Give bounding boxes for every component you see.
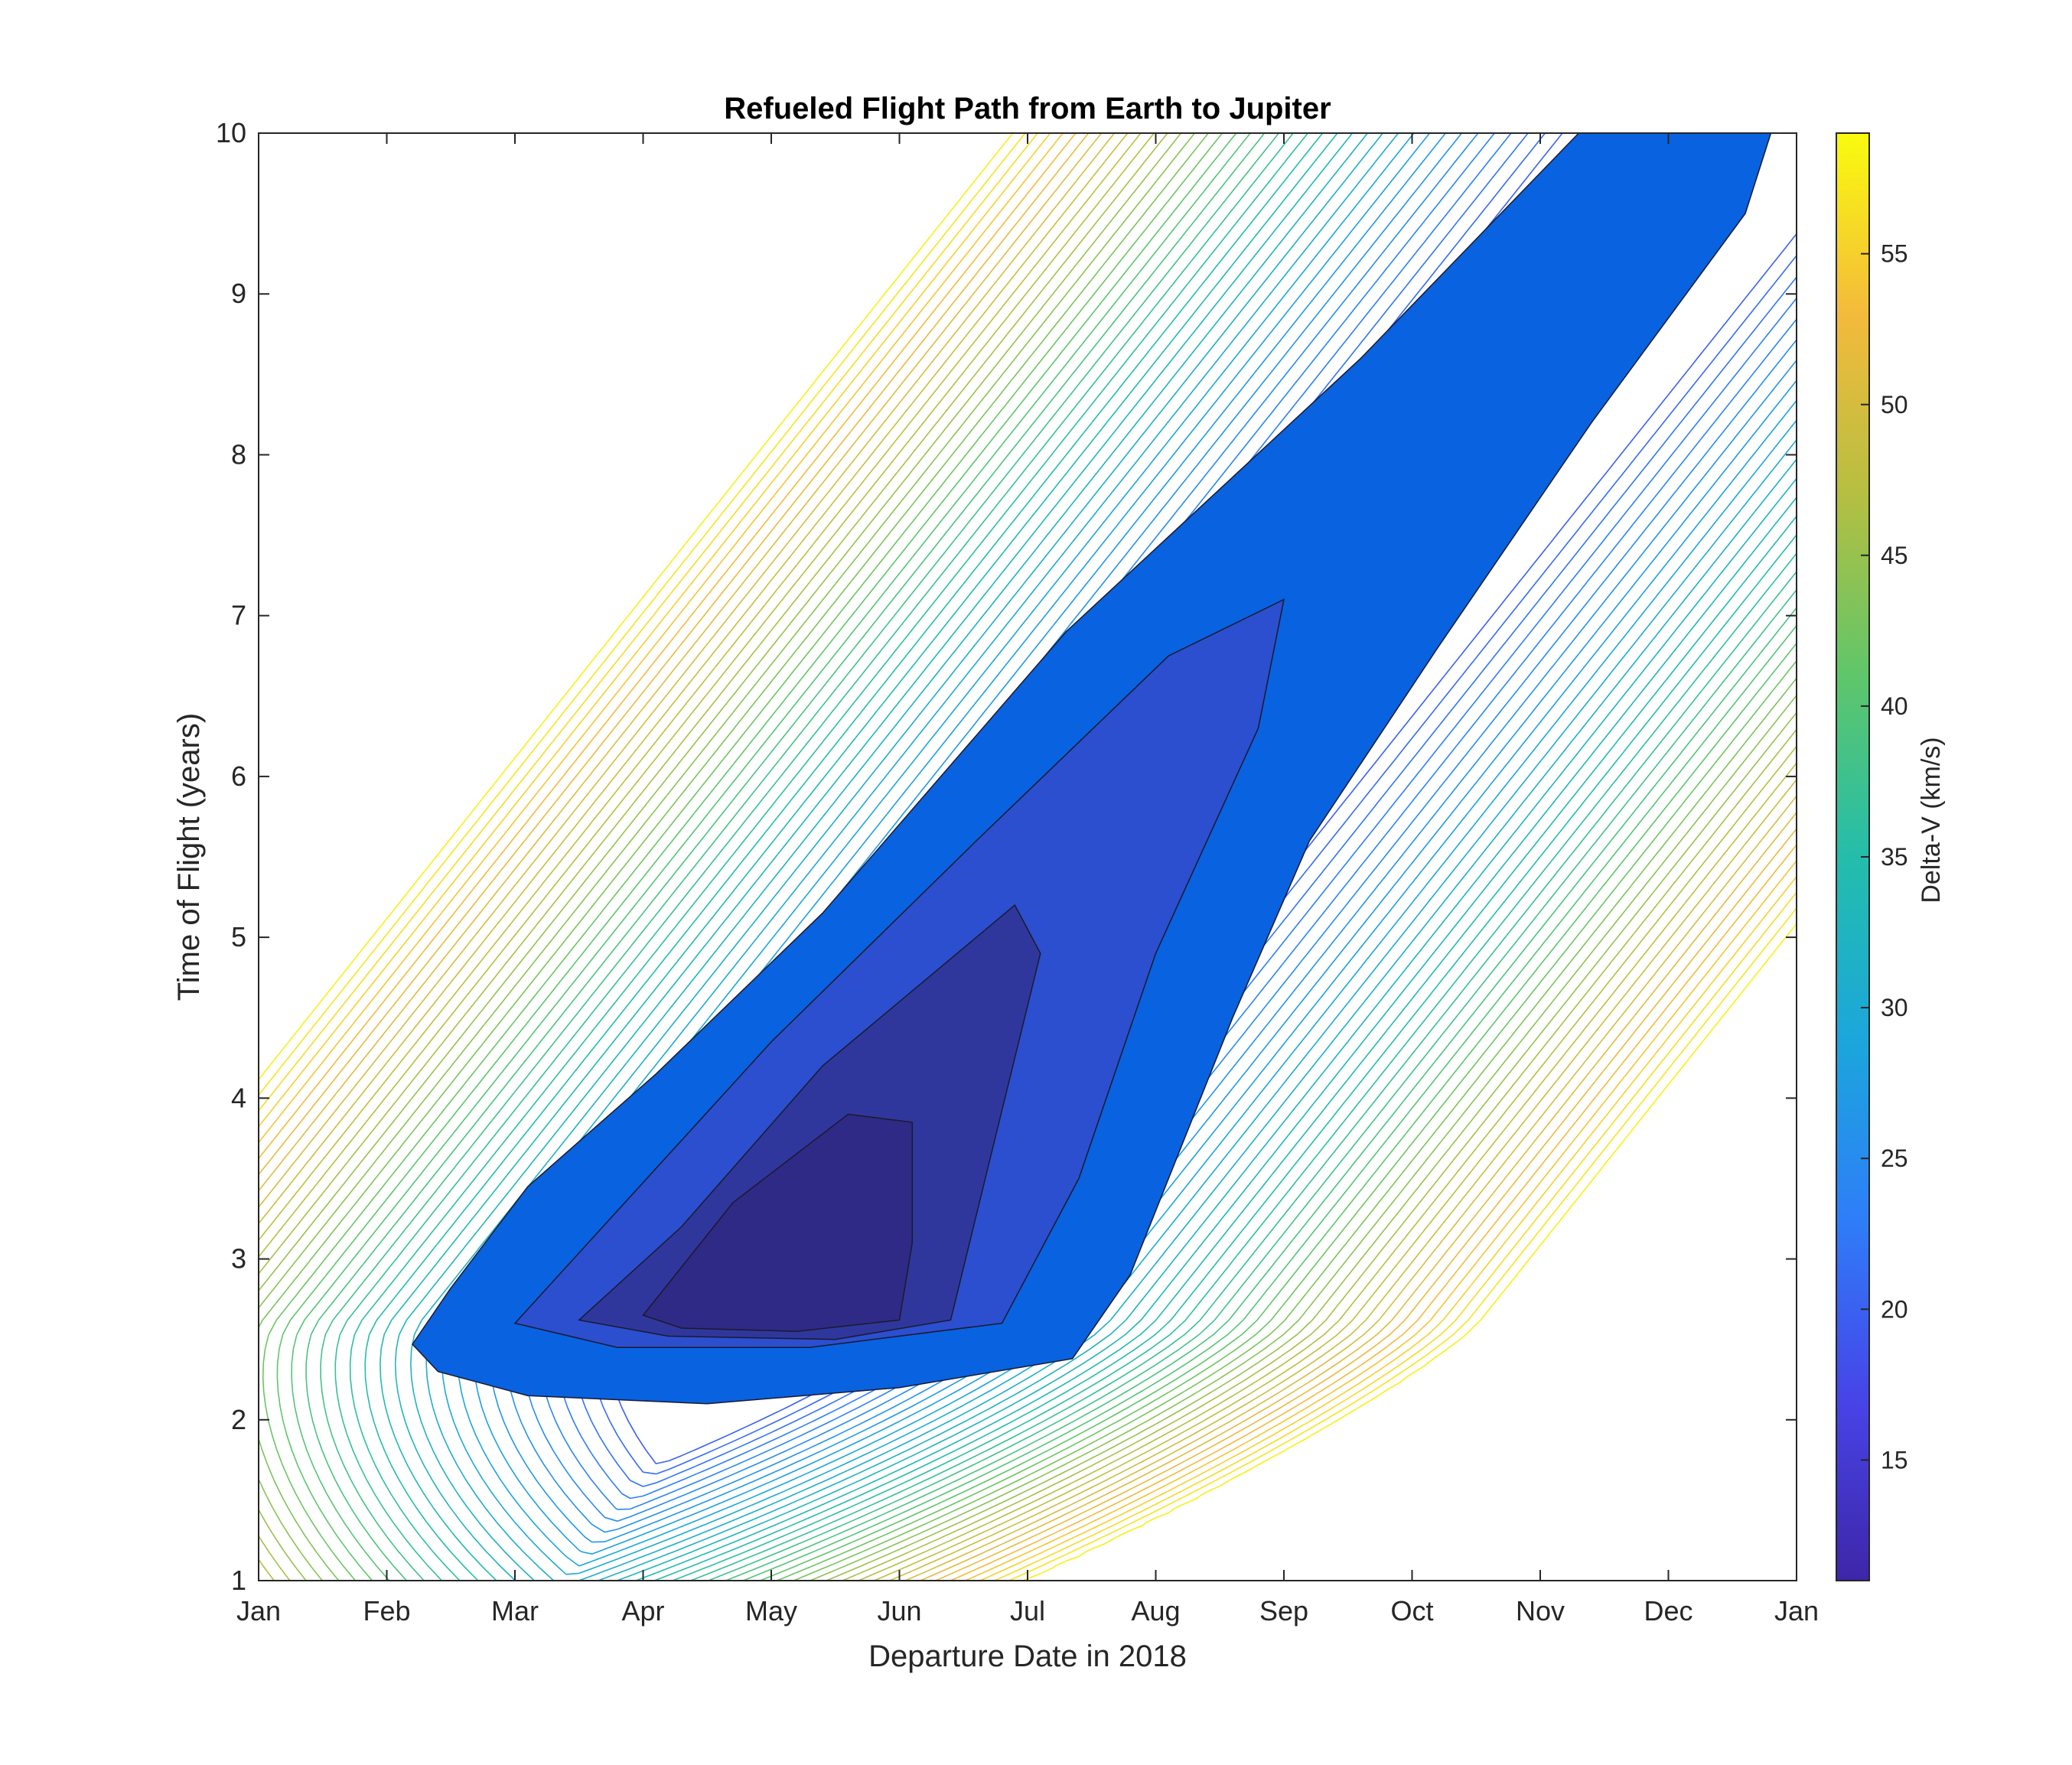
contour-line [259,133,1797,1581]
x-tick-label: Aug [1131,1595,1180,1627]
filled-contour-layer [412,133,1772,1405]
contour-line [305,133,1797,1581]
colorbar-tick-label: 40 [1881,692,1908,720]
colorbar: 15 20 25 30 35 40 45 50 55 Delta-V (km/s) [1836,132,1946,1581]
contour-line [259,133,1797,1581]
contour-line [320,133,1797,1581]
y-tick-label: 9 [231,278,246,309]
x-tick-label: Jul [1010,1595,1045,1627]
y-axis: 1 2 3 4 5 6 7 8 9 10 [216,117,1797,1596]
contour-line [380,133,1797,1581]
contour-line [291,133,1797,1581]
contour-line [259,133,1797,1581]
contour-lines-layer [259,133,1797,1581]
contour-line [259,133,1797,1581]
contour-line [259,133,1797,1581]
x-tick-label: Mar [491,1595,539,1627]
x-axis: Jan Feb Mar Apr May Jun Jul Aug Sep Oct Nov Dec Jan [236,133,1819,1627]
x-tick-label: Nov [1516,1595,1565,1627]
contour-line [259,133,1797,1581]
filled-region-level-4 [642,1113,914,1332]
filled-region-level-3 [578,904,1041,1340]
x-tick-label: Jan [1774,1595,1819,1627]
x-tick-label: Sep [1259,1595,1308,1627]
chart-title: Refueled Flight Path from Earth to Jupit… [724,92,1331,125]
colorbar-tick-label: 20 [1881,1295,1908,1323]
contour-line [364,133,1797,1581]
contour-line [262,133,1797,1581]
contour-line [394,133,1797,1581]
y-tick-label: 2 [231,1404,246,1435]
contour-line [259,133,1797,1581]
colorbar-ticks: 15 20 25 30 35 40 45 50 55 [1861,240,1908,1474]
y-tick-label: 3 [231,1243,246,1275]
colorbar-tick-label: 25 [1881,1145,1908,1172]
contour-line [259,133,1797,1581]
contour-line [334,133,1797,1581]
contour-line [276,133,1797,1581]
contour-line [259,133,1797,1581]
y-tick-label: 7 [231,600,246,631]
y-axis-label: Time of Flight (years) [172,713,206,1001]
filled-region-level-2 [513,598,1285,1348]
x-tick-label: Feb [363,1595,410,1627]
colorbar-tick-label: 45 [1881,542,1908,569]
x-tick-label: Jun [877,1595,921,1627]
contour-line [259,133,1797,1581]
plot-area [259,133,1797,1581]
colorbar-tick-label: 15 [1881,1446,1908,1474]
colorbar-tick-label: 55 [1881,240,1908,268]
colorbar-tick-label: 35 [1881,843,1908,871]
contour-line [349,133,1797,1581]
x-tick-label: Apr [621,1595,664,1627]
y-tick-label: 5 [231,921,246,953]
contour-line [259,133,1797,1581]
contour-line [259,133,1797,1581]
y-tick-label: 6 [231,760,246,792]
colorbar-tick-label: 50 [1881,391,1908,418]
y-tick-label: 4 [231,1082,246,1113]
y-tick-label: 10 [216,117,246,148]
contour-line [259,133,1797,1581]
x-axis-label: Departure Date in 2018 [868,1640,1187,1673]
y-tick-label: 8 [231,438,246,470]
colorbar-tick-label: 30 [1881,994,1908,1021]
y-tick-label: 1 [231,1565,246,1596]
x-tick-label: Jan [236,1595,281,1627]
colorbar-label: Delta-V (km/s) [1917,737,1946,903]
x-tick-label: Oct [1390,1595,1433,1627]
contour-line [259,133,1797,1581]
x-tick-label: Dec [1644,1595,1692,1627]
x-tick-label: May [745,1595,797,1627]
